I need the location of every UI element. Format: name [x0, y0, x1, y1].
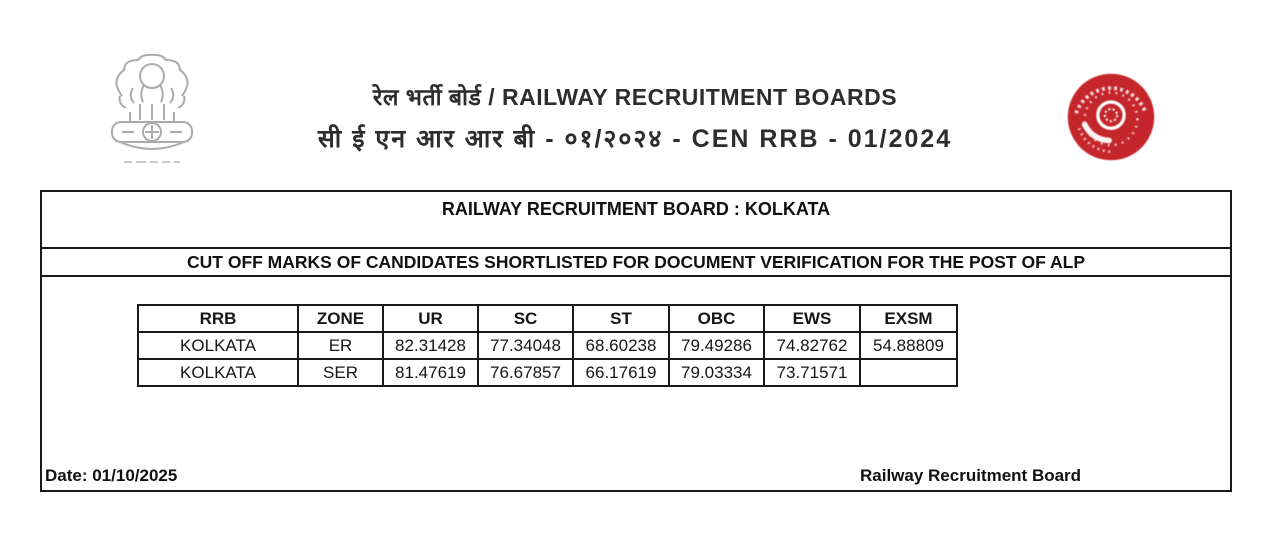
cell-ews: 73.71571 — [763, 358, 861, 387]
col-header-rrb: RRB — [137, 304, 299, 333]
col-header-sc: SC — [477, 304, 574, 333]
table-header-row: RRB ZONE UR SC ST OBC EWS EXSM — [137, 304, 958, 333]
cell-zone: ER — [297, 331, 384, 360]
indian-railways-logo-icon — [1064, 70, 1158, 164]
cell-exsm — [859, 358, 958, 387]
board-title: RAILWAY RECRUITMENT BOARD : KOLKATA — [42, 192, 1230, 249]
cell-ews: 74.82762 — [763, 331, 861, 360]
cell-rrb: KOLKATA — [137, 358, 299, 387]
cell-zone: SER — [297, 358, 384, 387]
cell-st: 68.60238 — [572, 331, 670, 360]
signature-label: Railway Recruitment Board — [860, 466, 1082, 485]
cell-exsm: 54.88809 — [859, 331, 958, 360]
col-header-ur: UR — [382, 304, 479, 333]
cell-obc: 79.49286 — [668, 331, 765, 360]
notice-subject: CUT OFF MARKS OF CANDIDATES SHORTLISTED … — [42, 249, 1230, 277]
col-header-zone: ZONE — [297, 304, 384, 333]
cell-ur: 81.47619 — [382, 358, 479, 387]
table-row: KOLKATA ER 82.31428 77.34048 68.60238 79… — [137, 331, 958, 360]
notice-box: RAILWAY RECRUITMENT BOARD : KOLKATA CUT … — [40, 190, 1232, 492]
cell-obc: 79.03334 — [668, 358, 765, 387]
col-header-exsm: EXSM — [859, 304, 958, 333]
cutoff-table: RRB ZONE UR SC ST OBC EWS EXSM KOLKATA E… — [137, 304, 958, 387]
notice-body: RRB ZONE UR SC ST OBC EWS EXSM KOLKATA E… — [42, 277, 1230, 488]
cell-sc: 76.67857 — [477, 358, 574, 387]
col-header-obc: OBC — [668, 304, 765, 333]
col-header-st: ST — [572, 304, 670, 333]
col-header-ews: EWS — [763, 304, 861, 333]
cell-rrb: KOLKATA — [137, 331, 299, 360]
cell-sc: 77.34048 — [477, 331, 574, 360]
date-label: Date: 01/10/2025 — [45, 466, 178, 485]
cell-ur: 82.31428 — [382, 331, 479, 360]
header-title-line1: रेल भर्ती बोर्ड / RAILWAY RECRUITMENT BO… — [372, 84, 898, 110]
cell-st: 66.17619 — [572, 358, 670, 387]
table-row: KOLKATA SER 81.47619 76.67857 66.17619 7… — [137, 358, 958, 387]
header-title-line2: सी ई एन आर आर बी - ०१/२०२४ - CEN RRB - 0… — [317, 125, 953, 153]
ashoka-emblem-icon — [100, 52, 204, 176]
